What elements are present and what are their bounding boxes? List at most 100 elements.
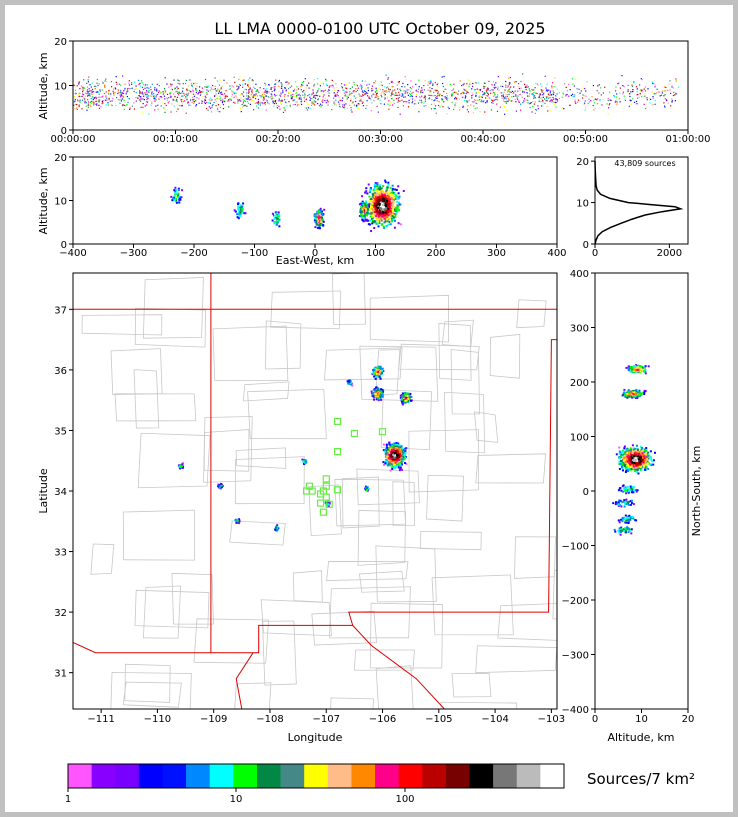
source-point	[89, 93, 91, 95]
source-point	[87, 79, 89, 81]
source-point	[78, 81, 80, 83]
density-cell	[386, 464, 389, 467]
source-point	[101, 89, 103, 91]
source-point	[575, 78, 577, 80]
source-point	[466, 101, 468, 103]
source-point	[467, 111, 470, 113]
source-point	[621, 75, 623, 77]
source-point	[402, 93, 404, 95]
density-cell	[400, 461, 403, 464]
source-point	[336, 94, 338, 96]
county-outline	[142, 277, 204, 339]
source-point	[244, 104, 246, 106]
source-point	[188, 92, 190, 94]
source-point	[242, 101, 244, 103]
source-point	[289, 104, 291, 106]
density-cell	[375, 386, 378, 389]
source-point	[266, 88, 268, 90]
density-cell	[326, 502, 329, 505]
source-point	[242, 94, 244, 96]
state-line	[352, 625, 445, 709]
density-cell	[369, 189, 372, 192]
source-point	[143, 92, 145, 94]
source-point	[269, 97, 271, 99]
source-point	[80, 85, 82, 87]
density-cell	[397, 192, 400, 195]
source-point	[219, 98, 221, 100]
source-point	[407, 84, 409, 86]
source-point	[238, 78, 240, 80]
source-point	[486, 88, 488, 90]
source-point	[439, 106, 441, 108]
source-point	[472, 92, 474, 94]
source-point	[356, 96, 358, 98]
source-point	[164, 91, 166, 93]
source-point	[667, 89, 669, 92]
source-point	[78, 92, 80, 94]
density-cell	[391, 459, 394, 462]
source-point	[350, 98, 352, 100]
density-cell	[322, 224, 325, 227]
source-point	[632, 89, 634, 91]
source-point	[403, 90, 405, 92]
time-height-panel: 00:00:00 00:10:00 00:20:00 00:30:00 00:40:00…	[37, 37, 710, 145]
source-point	[220, 87, 222, 89]
source-point	[95, 96, 97, 98]
density-cell	[373, 183, 376, 186]
density-cell	[394, 188, 397, 191]
source-point	[206, 85, 208, 87]
histogram-frame	[594, 156, 689, 245]
source-point	[474, 82, 476, 84]
lma-figure: LL LMA 0000-0100 UTC October 09, 2025 00…	[37, 19, 710, 805]
source-point	[420, 99, 422, 101]
source-point	[510, 91, 512, 93]
source-point	[279, 94, 281, 96]
source-point	[491, 102, 493, 104]
density-cell	[367, 183, 370, 186]
density-cell	[387, 183, 390, 186]
source-point	[171, 89, 173, 91]
source-point	[183, 93, 186, 95]
source-point	[144, 105, 146, 108]
source-point	[79, 95, 81, 98]
source-point	[249, 88, 251, 90]
source-point	[477, 99, 479, 101]
source-point	[405, 92, 407, 94]
source-point	[599, 100, 601, 102]
source-point	[415, 89, 417, 91]
density-cell	[370, 197, 373, 200]
density-cell	[379, 370, 382, 372]
source-point	[210, 99, 212, 102]
density-cell	[379, 396, 382, 399]
density-cell	[181, 189, 184, 192]
source-point	[175, 91, 177, 93]
density-cell	[386, 215, 389, 218]
source-point	[353, 91, 355, 93]
source-point	[233, 96, 235, 98]
source-point	[636, 94, 638, 96]
source-point	[434, 95, 436, 97]
source-point	[411, 92, 413, 94]
source-point	[274, 95, 276, 97]
source-point	[493, 95, 495, 97]
source-point	[627, 89, 629, 91]
source-point	[216, 108, 219, 110]
source-point	[359, 95, 361, 97]
source-point	[528, 95, 530, 97]
density-cell	[390, 197, 393, 200]
source-point	[551, 101, 553, 103]
source-point	[138, 90, 141, 92]
source-point	[87, 103, 90, 105]
source-point	[206, 101, 208, 104]
source-point	[237, 100, 239, 102]
county-outline	[235, 447, 287, 469]
density-cell	[401, 452, 404, 455]
source-point	[248, 91, 250, 93]
source-point	[184, 82, 187, 85]
source-point	[495, 82, 497, 84]
source-point	[265, 99, 268, 101]
density-cell	[379, 365, 382, 368]
source-point	[643, 96, 645, 98]
density-cell	[378, 395, 381, 398]
source-point	[503, 97, 505, 99]
